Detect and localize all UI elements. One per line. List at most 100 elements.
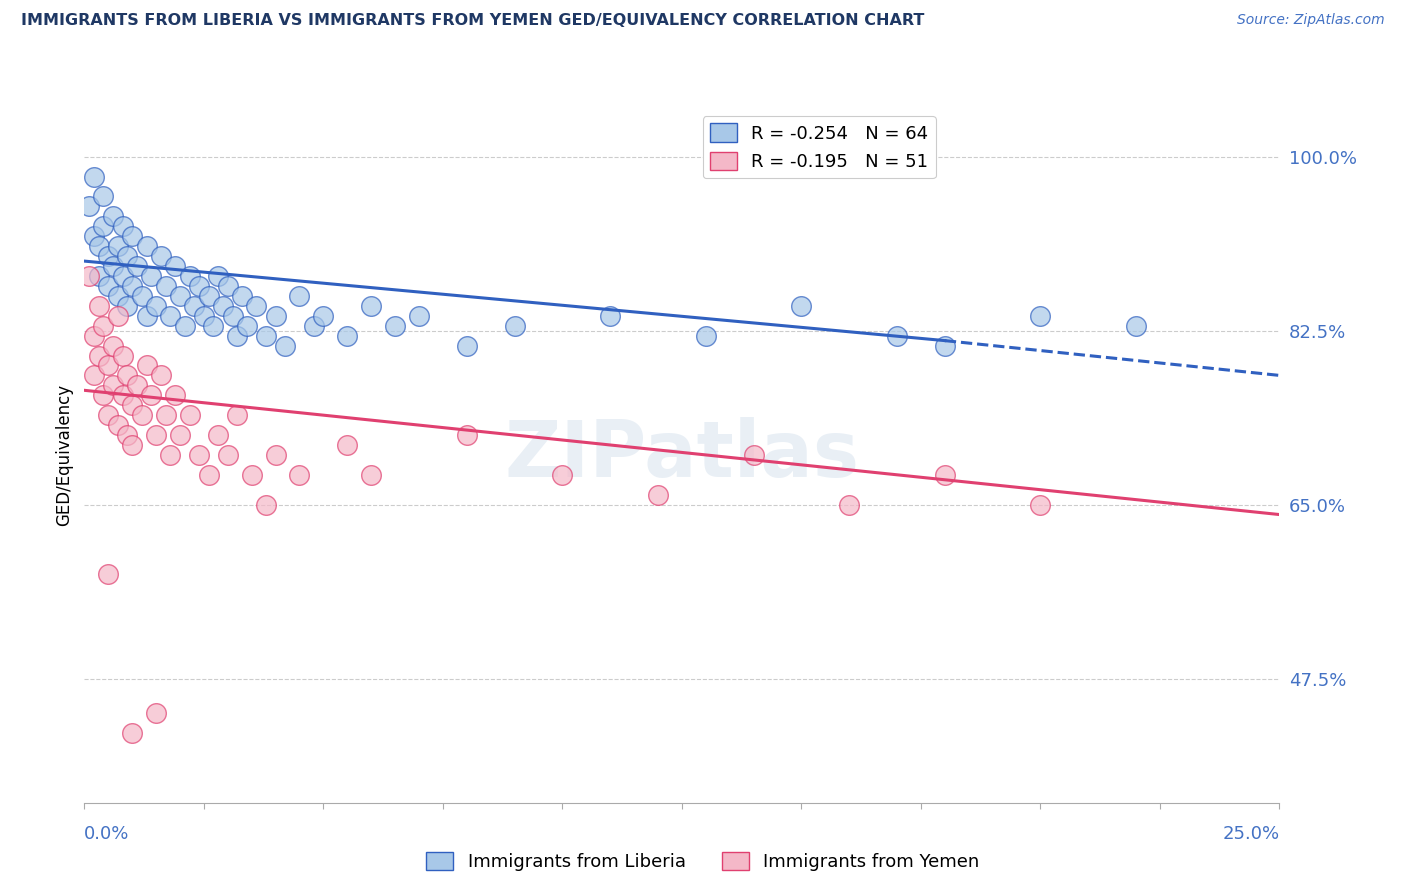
Point — [93, 219, 115, 234]
Y-axis label: GED/Equivalency: GED/Equivalency — [55, 384, 73, 526]
Point — [886, 328, 908, 343]
Point — [231, 289, 253, 303]
Point — [83, 229, 105, 244]
Point — [121, 229, 143, 244]
Point — [101, 210, 124, 224]
Point — [117, 299, 139, 313]
Point — [288, 289, 311, 303]
Point — [1125, 318, 1147, 333]
Text: ZIPatlas: ZIPatlas — [505, 417, 859, 493]
Point — [193, 309, 215, 323]
Point — [288, 467, 311, 482]
Point — [97, 279, 120, 293]
Point — [264, 309, 287, 323]
Point — [312, 309, 335, 323]
Point — [83, 368, 105, 383]
Point — [83, 328, 105, 343]
Point — [101, 338, 124, 352]
Point — [599, 309, 621, 323]
Point — [155, 408, 177, 422]
Point — [384, 318, 406, 333]
Text: IMMIGRANTS FROM LIBERIA VS IMMIGRANTS FROM YEMEN GED/EQUIVALENCY CORRELATION CHA: IMMIGRANTS FROM LIBERIA VS IMMIGRANTS FR… — [21, 13, 925, 29]
Point — [97, 567, 120, 582]
Point — [207, 268, 229, 283]
Point — [145, 299, 167, 313]
Point — [236, 318, 259, 333]
Point — [107, 418, 129, 433]
Point — [274, 338, 297, 352]
Point — [131, 408, 153, 422]
Point — [121, 279, 143, 293]
Point — [145, 428, 167, 442]
Point — [302, 318, 325, 333]
Point — [221, 309, 243, 323]
Point — [254, 498, 277, 512]
Point — [93, 388, 115, 402]
Point — [159, 309, 181, 323]
Legend: R = -0.254   N = 64, R = -0.195   N = 51: R = -0.254 N = 64, R = -0.195 N = 51 — [703, 116, 936, 178]
Point — [145, 706, 167, 721]
Text: 25.0%: 25.0% — [1222, 825, 1279, 843]
Point — [97, 249, 120, 263]
Point — [551, 467, 574, 482]
Point — [360, 467, 382, 482]
Point — [101, 378, 124, 392]
Point — [165, 388, 187, 402]
Point — [87, 349, 110, 363]
Point — [125, 378, 148, 392]
Point — [240, 467, 263, 482]
Point — [141, 388, 163, 402]
Point — [135, 359, 157, 373]
Point — [125, 259, 148, 273]
Point — [87, 239, 110, 253]
Legend: Immigrants from Liberia, Immigrants from Yemen: Immigrants from Liberia, Immigrants from… — [419, 845, 987, 879]
Point — [197, 467, 219, 482]
Point — [111, 388, 134, 402]
Point — [93, 318, 115, 333]
Point — [360, 299, 382, 313]
Point — [197, 289, 219, 303]
Point — [87, 268, 110, 283]
Point — [135, 239, 157, 253]
Point — [742, 448, 765, 462]
Point — [117, 368, 139, 383]
Point — [212, 299, 235, 313]
Point — [121, 398, 143, 412]
Point — [408, 309, 430, 323]
Point — [149, 249, 172, 263]
Point — [934, 338, 956, 352]
Point — [111, 219, 134, 234]
Point — [695, 328, 717, 343]
Text: Source: ZipAtlas.com: Source: ZipAtlas.com — [1237, 13, 1385, 28]
Point — [165, 259, 187, 273]
Point — [217, 279, 239, 293]
Point — [149, 368, 172, 383]
Point — [183, 299, 205, 313]
Point — [121, 726, 143, 740]
Point — [173, 318, 195, 333]
Point — [141, 268, 163, 283]
Point — [169, 289, 191, 303]
Point — [97, 408, 120, 422]
Point — [838, 498, 860, 512]
Point — [456, 338, 478, 352]
Point — [503, 318, 526, 333]
Point — [159, 448, 181, 462]
Point — [87, 299, 110, 313]
Point — [83, 169, 105, 184]
Point — [117, 428, 139, 442]
Point — [1029, 498, 1052, 512]
Point — [336, 328, 359, 343]
Point — [131, 289, 153, 303]
Point — [107, 309, 129, 323]
Point — [135, 309, 157, 323]
Point — [101, 259, 124, 273]
Point — [226, 328, 249, 343]
Point — [226, 408, 249, 422]
Point — [97, 359, 120, 373]
Point — [121, 438, 143, 452]
Point — [117, 249, 139, 263]
Point — [934, 467, 956, 482]
Point — [111, 349, 134, 363]
Point — [111, 268, 134, 283]
